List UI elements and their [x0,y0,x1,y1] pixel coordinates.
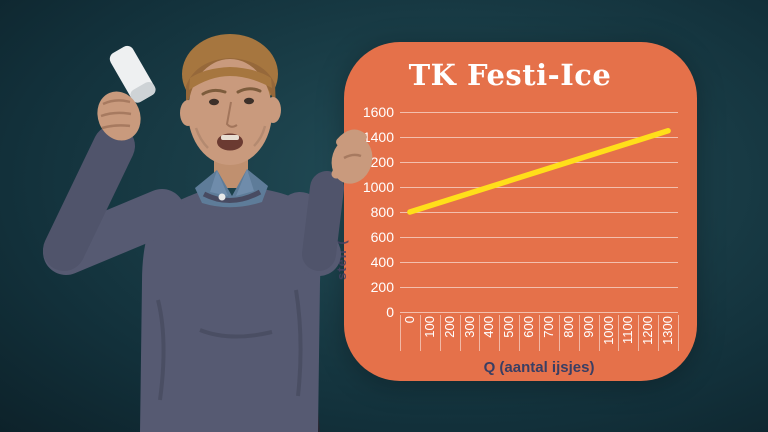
eyebrow-left [201,88,227,96]
y-tick-label: 1000 [362,179,394,195]
x-tick-label: 1300 [660,316,676,345]
x-tick-label: 1000 [600,316,616,345]
presenter-hair [182,34,278,114]
x-tick-label: 600 [521,316,537,338]
plot-area: 0 200 400 600 800 1000 1200 1400 1600 0 100 200 300 4… [363,104,679,351]
x-tick-label: 1100 [620,316,636,344]
nose [225,101,238,128]
y-tick-label: 0 [386,304,394,320]
right-upper-arm [278,192,341,276]
presenter-shirt-collar [195,169,268,208]
y-tick-label: 400 [370,254,394,270]
gridline [400,212,678,213]
sweater-folds [156,289,303,401]
gridline [400,312,678,313]
left-fist [97,91,141,141]
x-tick-label: 700 [540,316,556,338]
x-tick-label: 300 [461,316,477,338]
gridline [400,162,678,163]
x-tick-label: 900 [580,316,596,338]
presenter-ear-left [180,100,196,126]
fist-fingers [100,99,132,130]
eyebrow-right [236,87,262,94]
x-tick-separator [499,315,501,351]
eye-left [209,98,219,106]
x-tick-separator [400,315,401,351]
mouth-open [217,133,243,151]
presenter-ear-right [265,97,281,123]
gridline [400,112,678,113]
presenter-remote [109,45,156,103]
gridline [400,237,678,238]
eye-right [244,97,254,105]
x-tick-label: 0 [401,316,417,324]
y-tick-label: 200 [370,279,394,295]
x-tick-separator [479,315,481,351]
gridline [400,187,678,188]
x-tick-label: 500 [501,316,517,338]
left-forearm [43,125,135,271]
x-tick-separator [678,315,679,351]
y-tick-label: 1600 [362,104,394,120]
x-tick-separator [459,315,461,351]
x-tick-separator [618,315,620,351]
x-tick-separator [638,315,640,351]
presenter-pants [148,410,320,432]
hairline [189,67,272,90]
presenter-sweater [140,188,321,432]
x-tick-separator [658,315,660,351]
gridline [400,287,678,288]
x-axis-title: Q (aantal ijsjes) [483,359,595,376]
presenter-face [188,59,272,165]
y-axis-label: sten ( [334,239,349,280]
x-tick-label: 200 [441,316,457,338]
x-tick-separator [419,315,421,351]
presenter-neck [214,148,248,188]
left-upper-arm [43,189,185,275]
x-tick-separator [578,315,580,351]
x-tick-label: 400 [481,316,497,338]
x-tick-label: 1200 [640,316,656,345]
y-tick-label: 1200 [362,154,394,170]
sweater-neckline [202,189,262,203]
teeth [221,135,239,140]
x-tick-separator [519,315,521,351]
x-tick-separator [439,315,441,351]
y-tick-label: 1400 [362,129,394,145]
gridline [400,262,678,263]
x-tick-separator [558,315,560,351]
hair-shading [186,58,276,112]
gridline [400,137,678,138]
lavalier-mic [218,193,226,201]
x-tick-separator [598,315,600,351]
collar-points [210,169,254,196]
y-tick-label: 800 [370,204,394,220]
y-tick-label: 600 [370,229,394,245]
x-tick-label: 800 [560,316,576,338]
right-forearm [302,171,344,271]
x-tick-label: 100 [421,316,437,338]
x-tick-separator [539,315,540,351]
chart-panel: TK Festi-Ice 0 200 400 600 800 1000 1200 1400 16… [334,42,697,381]
line-series [407,128,671,215]
chart-title: TK Festi-Ice [408,58,612,92]
cheek-lines [194,125,267,149]
